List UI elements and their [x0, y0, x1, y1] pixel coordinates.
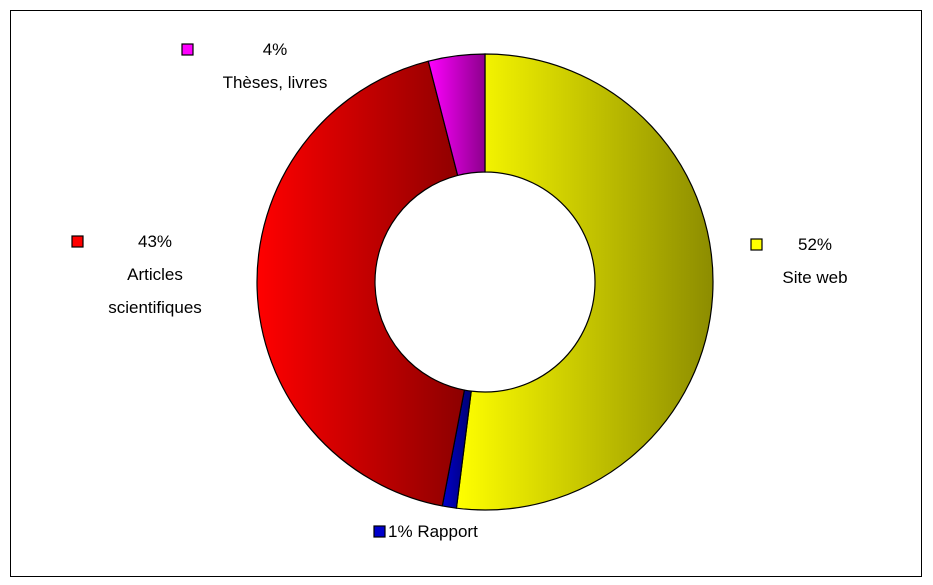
value-label: 52% [797, 235, 833, 254]
slice-label: 1% Rapport [388, 516, 548, 548]
slice-label: 4% Thèses, livres [200, 34, 350, 99]
slice-label: 52% Site web [760, 229, 870, 294]
legend-marker [750, 238, 763, 251]
legend-marker [373, 525, 386, 538]
value-label: 4% [262, 40, 288, 59]
category-label: Site web [782, 268, 848, 287]
category-label: Rapport [417, 522, 478, 541]
legend-marker [181, 43, 194, 56]
value-label: 1% [388, 522, 413, 541]
value-label: 43% [137, 232, 173, 251]
category-label: Thèses, livres [222, 73, 328, 92]
slice-label: 43% Articles scientifiques [80, 226, 230, 324]
legend-marker [71, 235, 84, 248]
category-label: Articles scientifiques [108, 265, 202, 317]
